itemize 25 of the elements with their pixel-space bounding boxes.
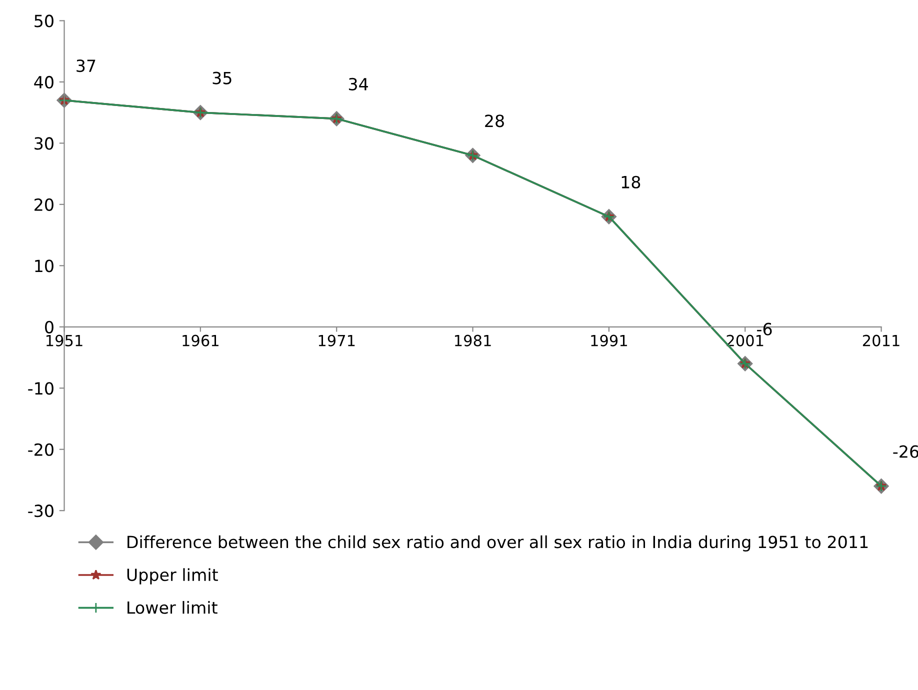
x-tick-label: 1981 bbox=[455, 334, 491, 346]
x-tick-label: 1971 bbox=[318, 334, 355, 346]
x-tick-label: 1961 bbox=[182, 334, 218, 346]
x-tick-label: 1991 bbox=[591, 334, 627, 346]
y-tick-label: 30 bbox=[34, 137, 54, 150]
y-tick-label: -30 bbox=[28, 504, 54, 518]
y-tick-label: 40 bbox=[34, 76, 54, 89]
y-tick-label: 0 bbox=[45, 320, 54, 334]
x-tick-label: 2011 bbox=[862, 334, 900, 346]
y-tick-label: 10 bbox=[35, 260, 54, 272]
data-label: 28 bbox=[485, 114, 504, 128]
y-tick-label: -10 bbox=[28, 382, 54, 395]
legend-label: Lower limit bbox=[128, 600, 218, 614]
legend-label: Difference between the child sex ratio and over all sex ratio in India during 1951 to 2011 bbox=[128, 535, 868, 552]
data-label: 35 bbox=[212, 72, 232, 84]
y-tick-label: -20 bbox=[28, 443, 54, 456]
data-label: 37 bbox=[76, 59, 96, 72]
data-label: 34 bbox=[348, 78, 368, 90]
data-label: -6 bbox=[757, 322, 772, 336]
x-tick-label: 2001 bbox=[726, 334, 764, 346]
y-tick-label: 50 bbox=[34, 14, 54, 28]
y-tick-label: 20 bbox=[34, 198, 54, 211]
x-tick-label: 1951 bbox=[46, 334, 82, 346]
legend-label: Upper limit bbox=[127, 568, 218, 584]
data-label: 18 bbox=[622, 176, 640, 188]
